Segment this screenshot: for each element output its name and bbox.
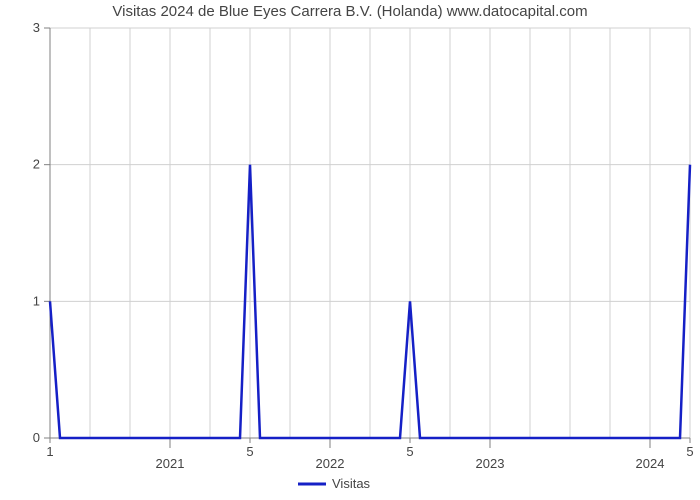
y-tick-label: 2 bbox=[33, 157, 40, 172]
chart-title: Visitas 2024 de Blue Eyes Carrera B.V. (… bbox=[112, 3, 587, 20]
x-year-tick-label: 2021 bbox=[156, 456, 185, 471]
chart-background bbox=[0, 0, 700, 500]
x-value-tick-label: 5 bbox=[686, 444, 693, 459]
x-year-tick-label: 2023 bbox=[476, 456, 505, 471]
x-value-tick-label: 5 bbox=[406, 444, 413, 459]
y-tick-label: 1 bbox=[33, 293, 40, 308]
x-year-tick-label: 2022 bbox=[316, 456, 345, 471]
chart-svg: Visitas 2024 de Blue Eyes Carrera B.V. (… bbox=[0, 0, 700, 500]
x-value-tick-label: 1 bbox=[46, 444, 53, 459]
visits-line-chart: Visitas 2024 de Blue Eyes Carrera B.V. (… bbox=[0, 0, 700, 500]
x-value-tick-label: 5 bbox=[246, 444, 253, 459]
legend-label: Visitas bbox=[332, 476, 371, 491]
y-tick-label: 0 bbox=[33, 430, 40, 445]
y-tick-label: 3 bbox=[33, 20, 40, 35]
x-year-tick-label: 2024 bbox=[636, 456, 665, 471]
